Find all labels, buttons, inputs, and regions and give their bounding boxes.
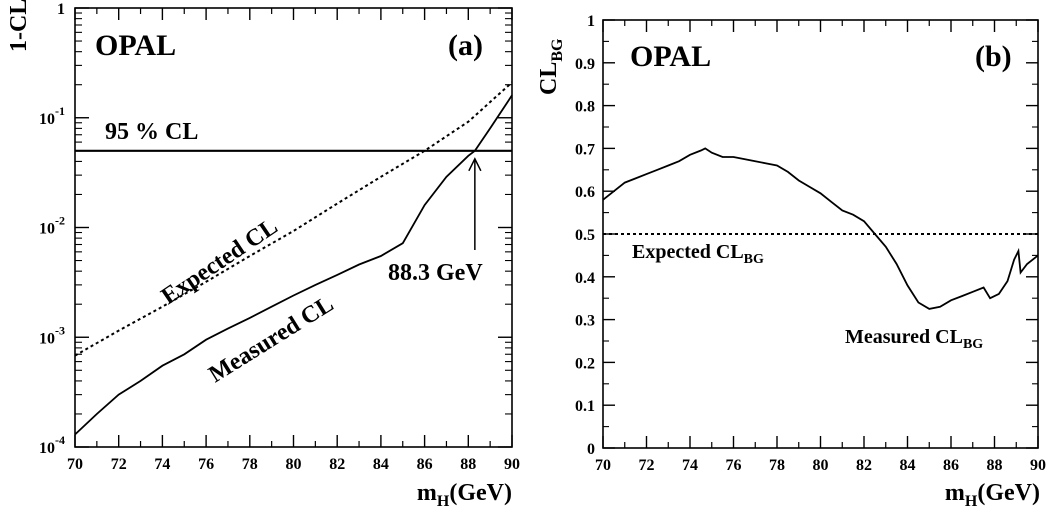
x-tick-label: 82 [329, 456, 345, 473]
ninety-five-percent-cl-label: 95 % CL [105, 119, 198, 145]
panel-a-x-axis-label: mH(GeV) [417, 480, 512, 510]
x-tick-label: 82 [856, 457, 872, 474]
y-tick-label: 0.4 [575, 270, 595, 287]
y-tick-label: 0.2 [575, 355, 595, 372]
x-tick-label: 86 [417, 456, 433, 473]
y-tick-label: 1 [57, 1, 65, 18]
panel-a: 70 72 74 76 78 80 82 84 86 88 90 10-410-310-210-11… [6, 0, 520, 510]
x-tick-label: 74 [682, 457, 698, 474]
panel-a-x-ticks: 70 72 74 76 78 80 82 84 86 88 90 [67, 8, 520, 473]
x-tick-label: 72 [639, 457, 655, 474]
y-tick-label: 1 [587, 13, 595, 30]
y-tick-label: 0 [587, 441, 595, 458]
measured-cl-curve [74, 94, 513, 436]
y-tick-label: 10-2 [39, 214, 65, 238]
y-tick-label: 10-3 [39, 323, 65, 347]
y-tick-label: 0.3 [575, 313, 595, 330]
x-tick-label: 72 [111, 456, 127, 473]
panel-b: 70 72 74 76 78 80 82 84 86 88 90 00.10.20.30.40.50… [536, 13, 1046, 510]
x-tick-label: 76 [198, 456, 214, 473]
measured-cl-label: Measured CL [204, 291, 338, 388]
x-tick-label: 76 [726, 457, 742, 474]
x-tick-label: 80 [286, 456, 302, 473]
x-tick-label: 90 [504, 456, 520, 473]
x-tick-label: 78 [769, 457, 785, 474]
annotation-arrowhead [468, 157, 482, 172]
x-tick-label: 74 [154, 456, 170, 473]
panel-a-y-ticks: 10-4 10-3 10-2 10-1 1 [39, 1, 512, 457]
x-tick-label: 78 [242, 456, 258, 473]
expected-cl-label: Expected CL [157, 213, 283, 309]
y-tick-label: 0.9 [575, 56, 595, 73]
x-tick-label: 90 [1030, 457, 1046, 474]
panel-b-panel-label: (b) [975, 40, 1012, 73]
expected-cl-bg-label: Expected CLBG [632, 241, 764, 267]
panel-a-panel-label: (a) [448, 29, 483, 62]
x-tick-label: 84 [373, 456, 389, 473]
measured-cl-bg-label: Measured CLBG [845, 326, 983, 352]
x-tick-label: 88 [987, 457, 1003, 474]
x-tick-label: 70 [67, 456, 83, 473]
panel-a-experiment-label: OPAL [95, 29, 176, 62]
y-tick-label: 0.6 [575, 184, 595, 201]
expected-cl-curve [74, 81, 513, 357]
y-tick-label: 0.1 [575, 398, 595, 415]
panel-b-experiment-label: OPAL [630, 40, 711, 73]
x-tick-label: 88 [460, 456, 476, 473]
x-tick-label: 84 [900, 457, 916, 474]
y-tick-label: 0.5 [575, 227, 595, 244]
panel-a-y-axis-label: 1-CL [6, 0, 32, 52]
y-tick-label: 0.8 [575, 99, 595, 116]
measured-cl-bg-curve [602, 147, 1039, 310]
panel-b-y-axis-label: CLBG [536, 38, 566, 95]
y-tick-label: 0.7 [575, 141, 595, 158]
y-tick-label: 10-1 [39, 104, 65, 128]
panel-b-y-ticks: 0 0.1 0.2 0.3 0.4 0.5 0.6 0.7 0.8 0.9 1 [575, 13, 1038, 458]
x-tick-label: 86 [943, 457, 959, 474]
x-tick-label: 70 [595, 457, 611, 474]
annotation-label: 88.3 GeV [388, 260, 483, 286]
panel-b-x-ticks: 70 72 74 76 78 80 82 84 86 88 90 [595, 20, 1046, 474]
y-tick-label: 10-4 [39, 433, 65, 457]
panel-b-x-axis-label: mH(GeV) [945, 480, 1040, 510]
x-tick-label: 80 [813, 457, 829, 474]
